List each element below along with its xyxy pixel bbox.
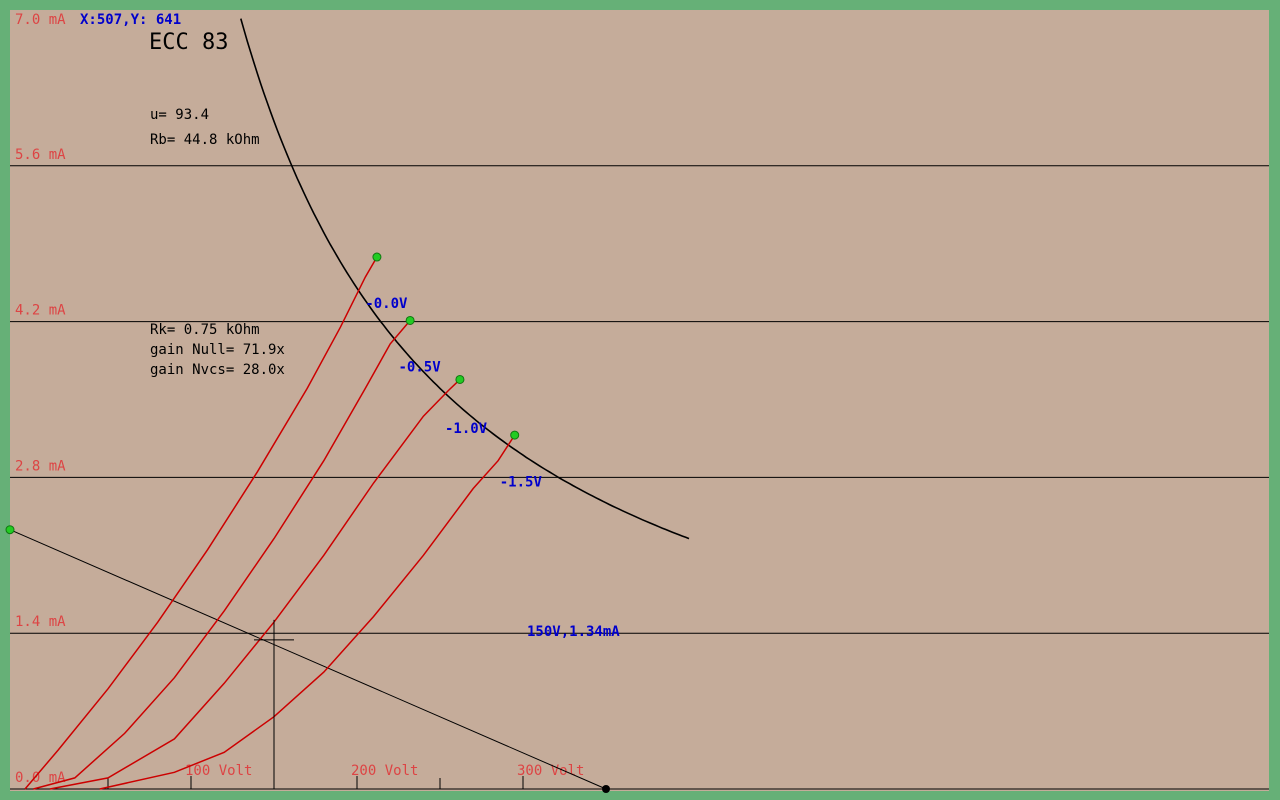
curve-label: -0.5V xyxy=(399,360,442,376)
param-gain-null: gain Null= 71.9x xyxy=(150,342,285,358)
operating-point-crosshair[interactable] xyxy=(254,619,294,789)
curve-end-markers[interactable] xyxy=(5,252,610,793)
param-rb: Rb= 44.8 kOhm xyxy=(150,132,260,148)
param-rk: Rk= 0.75 kOhm xyxy=(150,322,260,338)
plate-curve xyxy=(33,320,411,790)
cursor-readout: X:507,Y: 641 xyxy=(80,12,181,28)
y-tick-label: 1.4 mA xyxy=(15,614,66,630)
curve-label: -1.5V xyxy=(500,474,543,490)
tube-title: ECC 83 xyxy=(149,30,228,55)
curve-label: -1.0V xyxy=(445,421,488,437)
curve-end-marker[interactable] xyxy=(455,374,465,384)
plate-curve xyxy=(49,378,461,790)
param-gain-nvcs: gain Nvcs= 28.0x xyxy=(150,362,285,378)
curve-labels: -0.0V -0.5V -1.0V -1.5V xyxy=(365,296,542,490)
y-tick-label: 7.0 mA xyxy=(15,12,66,28)
plate-curves xyxy=(24,256,516,790)
y-tick-label: 0.0 mA xyxy=(15,770,66,786)
x-tick-labels: 100 Volt 200 Volt 300 Volt xyxy=(185,763,584,779)
y-tick-label: 5.6 mA xyxy=(15,147,66,163)
plate-curve xyxy=(24,256,378,790)
curve-label: -0.0V xyxy=(365,296,408,312)
y-tick-label: 4.2 mA xyxy=(15,303,66,319)
grid-lines xyxy=(10,165,1269,634)
x-tick-label: 100 Volt xyxy=(185,763,252,779)
curve-end-marker[interactable] xyxy=(405,315,415,325)
plot-background xyxy=(10,10,1269,791)
curve-end-marker[interactable] xyxy=(510,430,520,440)
load-line-end-marker[interactable] xyxy=(602,785,610,793)
y-tick-label: 2.8 mA xyxy=(15,458,66,474)
curve-end-marker[interactable] xyxy=(5,525,15,535)
plate-curve xyxy=(99,434,516,790)
load-line xyxy=(9,529,607,790)
curve-end-marker[interactable] xyxy=(372,252,382,262)
param-u: u= 93.4 xyxy=(150,107,209,123)
y-tick-labels: 0.0 mA 1.4 mA 2.8 mA 4.2 mA 5.6 mA 7.0 mA xyxy=(15,12,66,786)
max-dissipation-curve xyxy=(240,18,690,540)
operating-point-label: 150V,1.34mA xyxy=(527,624,620,640)
x-tick-label: 300 Volt xyxy=(517,763,584,779)
x-tick-label: 200 Volt xyxy=(351,763,418,779)
